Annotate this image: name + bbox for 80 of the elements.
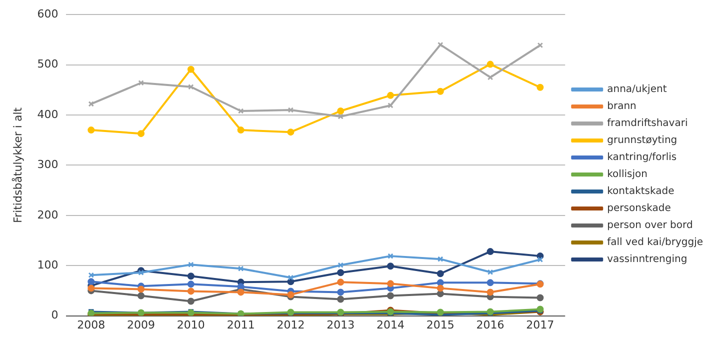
legend-label: fall ved kai/bryggje	[607, 237, 703, 248]
x-tick-label: 2017	[526, 318, 554, 332]
point	[337, 296, 344, 303]
point	[187, 298, 194, 305]
point	[486, 60, 494, 68]
point	[486, 248, 494, 256]
y-tick-label: 500	[37, 58, 58, 71]
legend-label: vassinntrenging	[607, 254, 688, 266]
point	[287, 128, 294, 136]
point	[188, 84, 194, 90]
point	[387, 262, 394, 270]
legend-label: kontaktskade	[607, 186, 674, 198]
point	[487, 269, 494, 275]
point	[138, 80, 144, 86]
point	[138, 130, 145, 138]
legend-label: kantring/forlis	[607, 152, 677, 164]
point	[337, 278, 344, 286]
x-tick-label: 2015	[426, 318, 454, 332]
point	[436, 279, 444, 286]
point	[486, 279, 494, 286]
point	[138, 292, 145, 300]
point	[387, 280, 394, 288]
point	[388, 253, 394, 259]
x-tick-label: 2016	[476, 318, 504, 332]
legend-label: anna/ukjent	[607, 84, 667, 96]
y-tick-label: 0	[51, 308, 58, 322]
legend-label: person over bord	[607, 220, 693, 232]
y-axis-title: Fritidsbåtulykker i alt	[11, 106, 24, 223]
y-tick-label: 600	[37, 7, 58, 20]
y-tick-label: 300	[37, 158, 58, 172]
point	[436, 290, 444, 298]
x-tick-label: 2008	[77, 318, 106, 332]
legend-label: personskade	[607, 203, 671, 214]
x-tick-label: 2013	[326, 318, 355, 332]
point	[536, 294, 544, 302]
point	[237, 126, 244, 134]
point	[387, 92, 394, 99]
point	[486, 288, 494, 296]
point	[187, 66, 194, 73]
point	[438, 256, 444, 262]
point	[337, 107, 344, 114]
point	[436, 270, 444, 278]
legend-label: kollisjon	[607, 169, 648, 180]
point	[238, 108, 244, 114]
y-tick-label: 200	[37, 208, 58, 222]
point	[536, 306, 544, 313]
legend-label: grunnstøyting	[607, 135, 678, 146]
point	[288, 274, 294, 281]
point	[138, 286, 145, 293]
point	[237, 288, 244, 296]
point	[337, 269, 344, 276]
point	[387, 292, 394, 300]
point	[338, 262, 344, 268]
point	[187, 280, 194, 288]
point	[487, 74, 494, 80]
point	[338, 114, 344, 120]
point	[187, 288, 194, 295]
point	[436, 88, 444, 95]
point	[88, 278, 95, 286]
point	[138, 270, 144, 276]
point	[388, 102, 394, 108]
point	[438, 42, 444, 48]
point	[188, 262, 194, 268]
point	[238, 266, 244, 272]
x-tick-label: 2012	[276, 318, 305, 332]
point	[88, 126, 95, 134]
x-tick-label: 2010	[176, 318, 205, 332]
point	[337, 288, 344, 296]
point	[187, 272, 194, 280]
x-tick-label: 2014	[376, 318, 404, 332]
point	[536, 84, 544, 91]
x-tick-label: 2011	[226, 318, 255, 332]
x-tick-label: 2009	[127, 318, 156, 332]
legend-label: brann	[607, 101, 636, 112]
point	[436, 284, 444, 292]
y-tick-label: 100	[37, 258, 58, 272]
legend-label: framdriftshavari	[607, 118, 688, 130]
point	[288, 107, 294, 113]
point	[88, 284, 95, 292]
y-tick-label: 400	[37, 108, 58, 121]
